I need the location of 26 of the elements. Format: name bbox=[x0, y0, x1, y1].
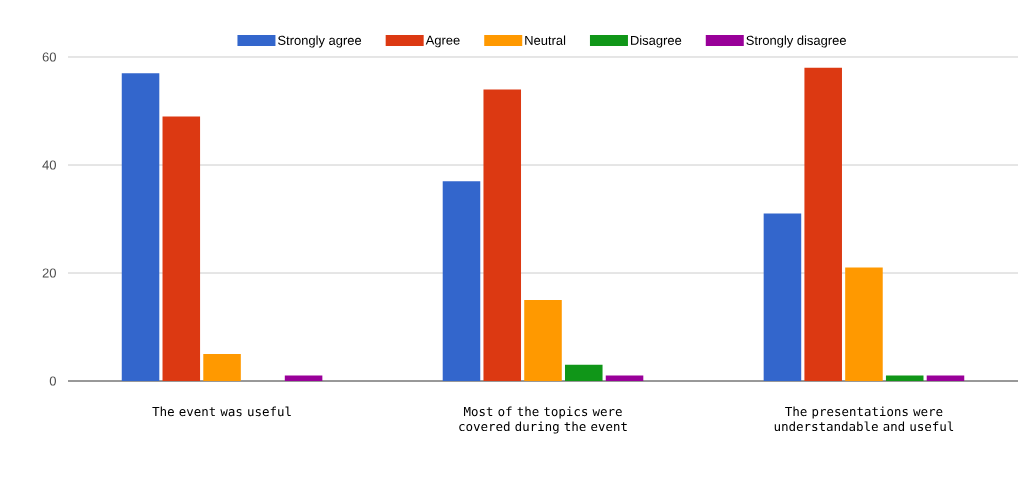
legend-label: Disagree bbox=[631, 35, 682, 48]
legend-label: Neutral bbox=[525, 35, 566, 45]
bar bbox=[763, 213, 802, 381]
bar bbox=[162, 116, 201, 381]
bar bbox=[926, 375, 965, 381]
y-tick-label: 20 bbox=[42, 268, 56, 278]
bar bbox=[203, 354, 241, 381]
bar bbox=[524, 300, 562, 381]
bar bbox=[605, 375, 644, 381]
bar bbox=[483, 89, 522, 381]
bar bbox=[845, 267, 883, 381]
y-tick-label: 60 bbox=[42, 52, 56, 62]
y-tick-label: 40 bbox=[42, 160, 56, 170]
bar bbox=[564, 364, 603, 381]
bar bbox=[885, 375, 924, 381]
bar bbox=[284, 375, 323, 381]
x-tick-label: The presentations were understandable and useful bbox=[774, 406, 954, 432]
bar bbox=[121, 73, 160, 381]
legend-label: Agree bbox=[425, 35, 460, 48]
x-tick-label: The event was useful bbox=[152, 406, 291, 417]
legend-label: Strongly disagree bbox=[746, 35, 846, 48]
legend-label: Strongly agree bbox=[278, 35, 362, 48]
x-tick-label: Most of the topics were covered during the event bbox=[459, 406, 627, 434]
bar bbox=[442, 181, 481, 381]
bar bbox=[804, 67, 842, 381]
y-tick-label: 0 bbox=[49, 376, 56, 386]
